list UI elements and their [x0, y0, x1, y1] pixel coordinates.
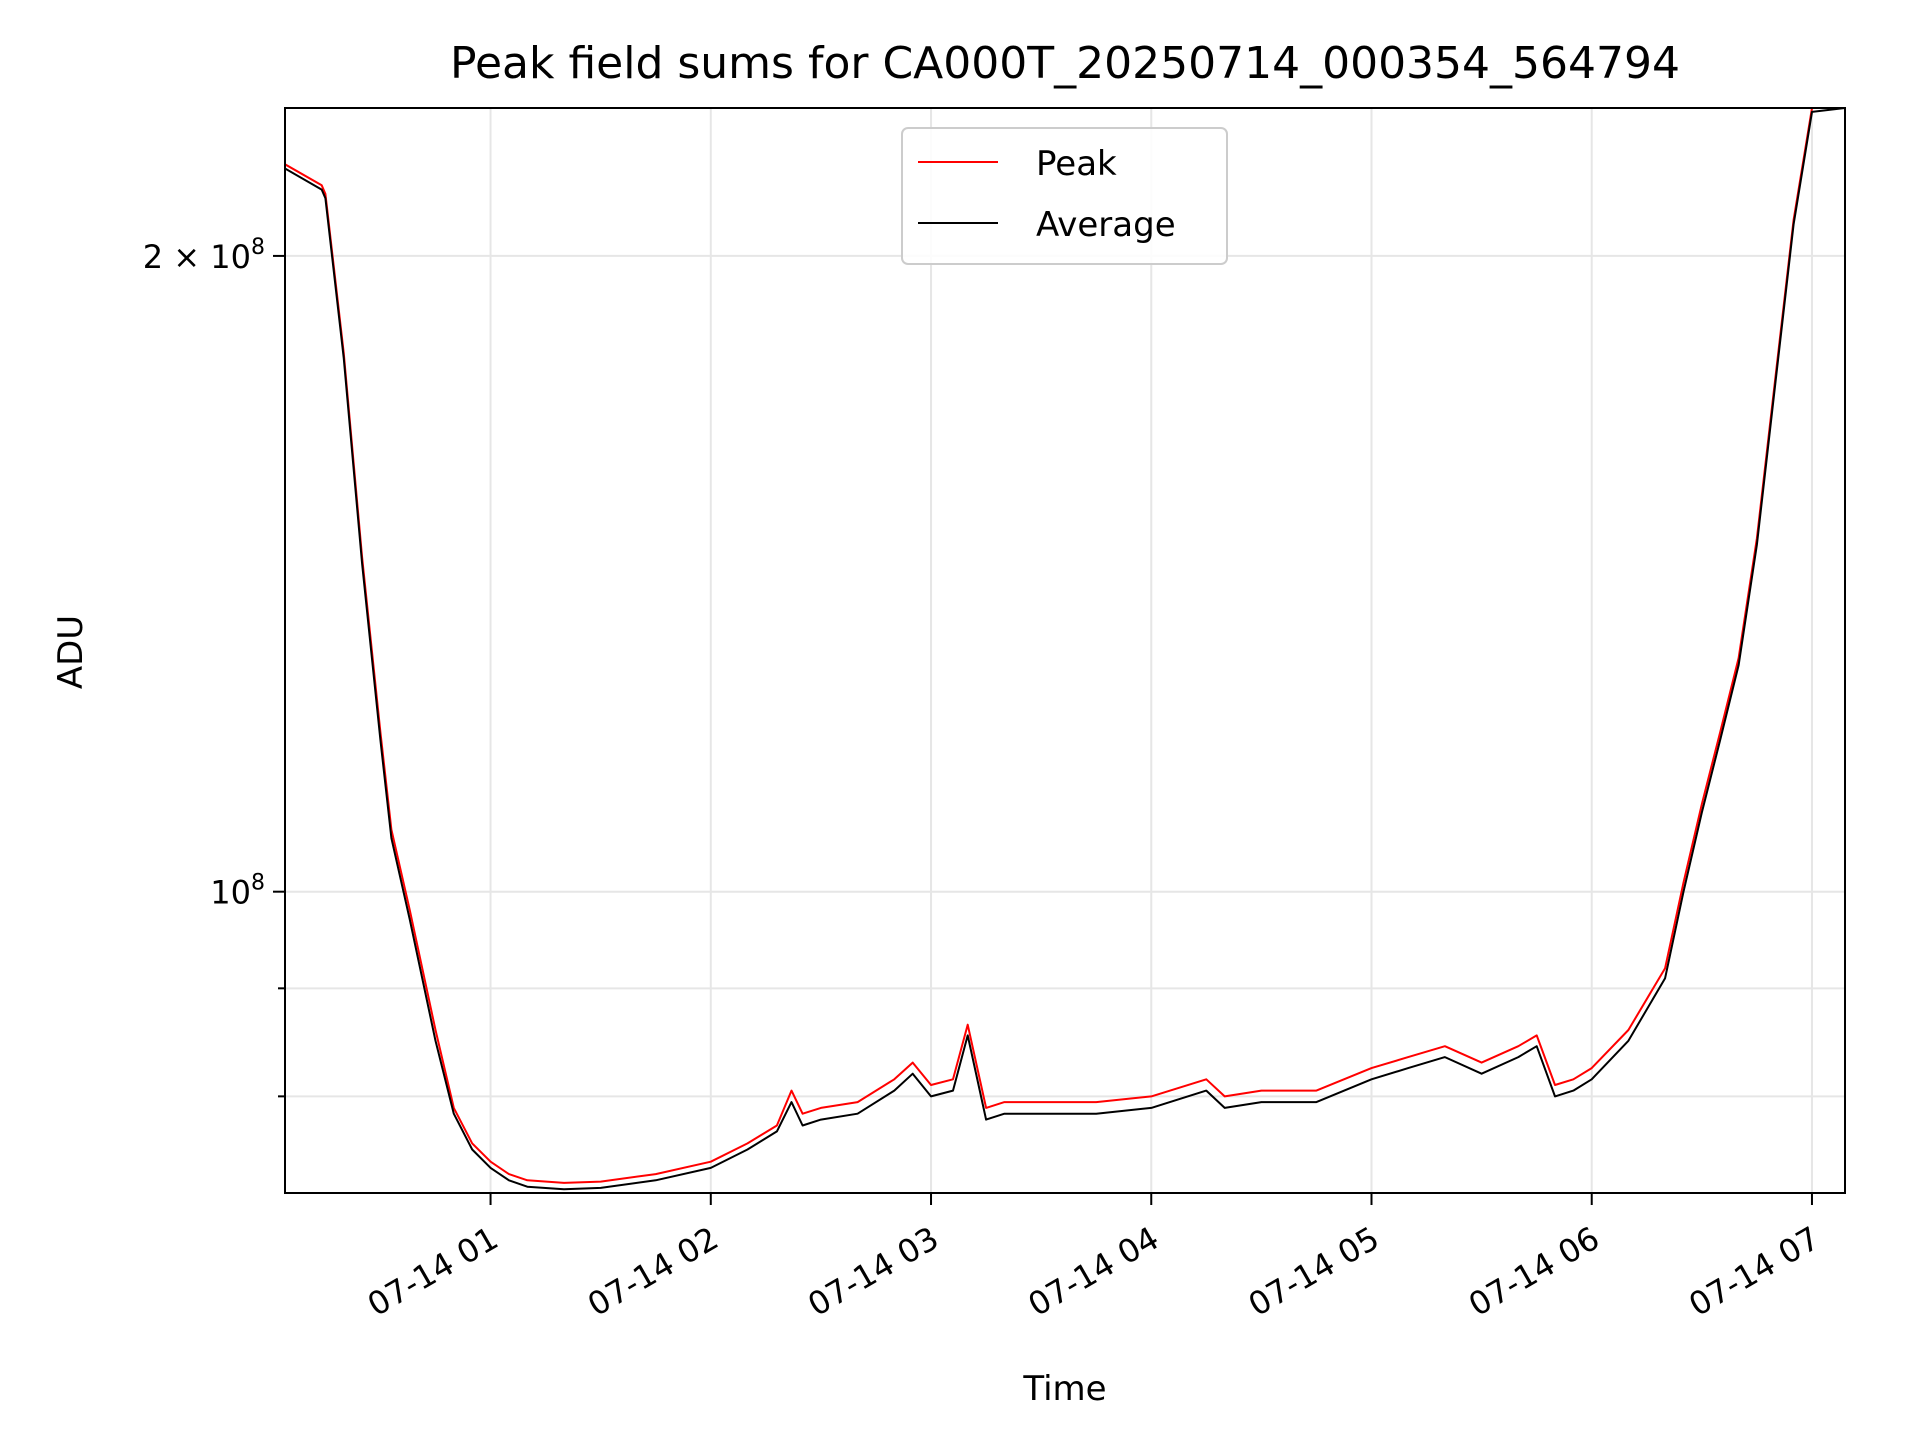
- plot-frame: [284, 107, 1846, 1194]
- legend-average-label: Average: [1036, 205, 1176, 245]
- y-axis-ticks: 108 2 × 108: [143, 235, 285, 1098]
- legend-peak-label: Peak: [1036, 144, 1117, 184]
- x-axis-label: Time: [1022, 1369, 1106, 1409]
- chart-title: Peak field sums for CA000T_20250714_0003…: [450, 38, 1680, 89]
- series-layer: [285, 108, 1845, 1191]
- y-tick-label: 2 × 108: [143, 235, 265, 276]
- series-line-average: [285, 108, 1845, 1191]
- series-line-peak: [285, 108, 1821, 1184]
- y-axis-label: ADU: [51, 615, 91, 689]
- legend: Peak Average: [901, 127, 1228, 265]
- y-tick-label: 108: [210, 871, 265, 912]
- grid-lines: [285, 108, 1845, 1193]
